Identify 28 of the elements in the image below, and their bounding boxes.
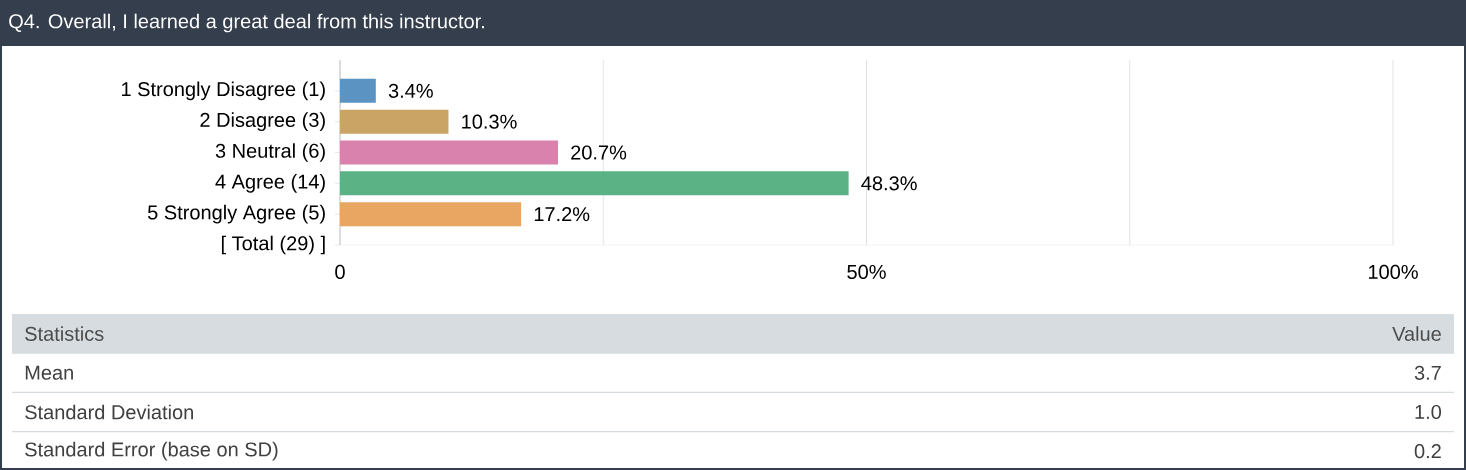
chart-title: Q4. Overall, I learned a great deal from this instructor. (9, 13, 484, 33)
data-label: 10.3% (462, 114, 517, 129)
x-tick-label: 0 (335, 264, 345, 280)
text: 0.2 (1414, 444, 1441, 459)
text: Statistics (25, 326, 104, 341)
y-tick-label: 5 Strongly Agree (5) (147, 204, 325, 224)
data-label: 3.4% (388, 83, 433, 98)
text: Standard Deviation (25, 404, 193, 420)
text: Value (1392, 326, 1441, 341)
y-tick-label: 2 Disagree (3) (200, 112, 325, 131)
x-tick-label: 100% (1368, 264, 1418, 280)
text: 1.0 (1415, 404, 1442, 420)
bar (340, 171, 849, 196)
data-label: 48.3% (861, 176, 917, 191)
y-tick-label: [ Total (29) ] (221, 235, 325, 255)
text: 3.7 (1414, 365, 1441, 380)
y-tick-label: 1 Strongly Disagree (1) (122, 81, 325, 101)
bar (340, 140, 558, 165)
bar (340, 202, 522, 227)
y-tick-label: 3 Neutral (6) (215, 143, 325, 162)
x-tick-label: 50% (847, 264, 886, 280)
text: Standard Error (base on SD) (25, 441, 278, 461)
data-label: 17.2% (534, 207, 590, 222)
text: Mean (25, 365, 73, 380)
data-label: 20.7% (571, 145, 627, 160)
bar (340, 109, 449, 134)
y-tick-label: 4 Agree (14) (215, 174, 325, 193)
bar (340, 78, 376, 103)
